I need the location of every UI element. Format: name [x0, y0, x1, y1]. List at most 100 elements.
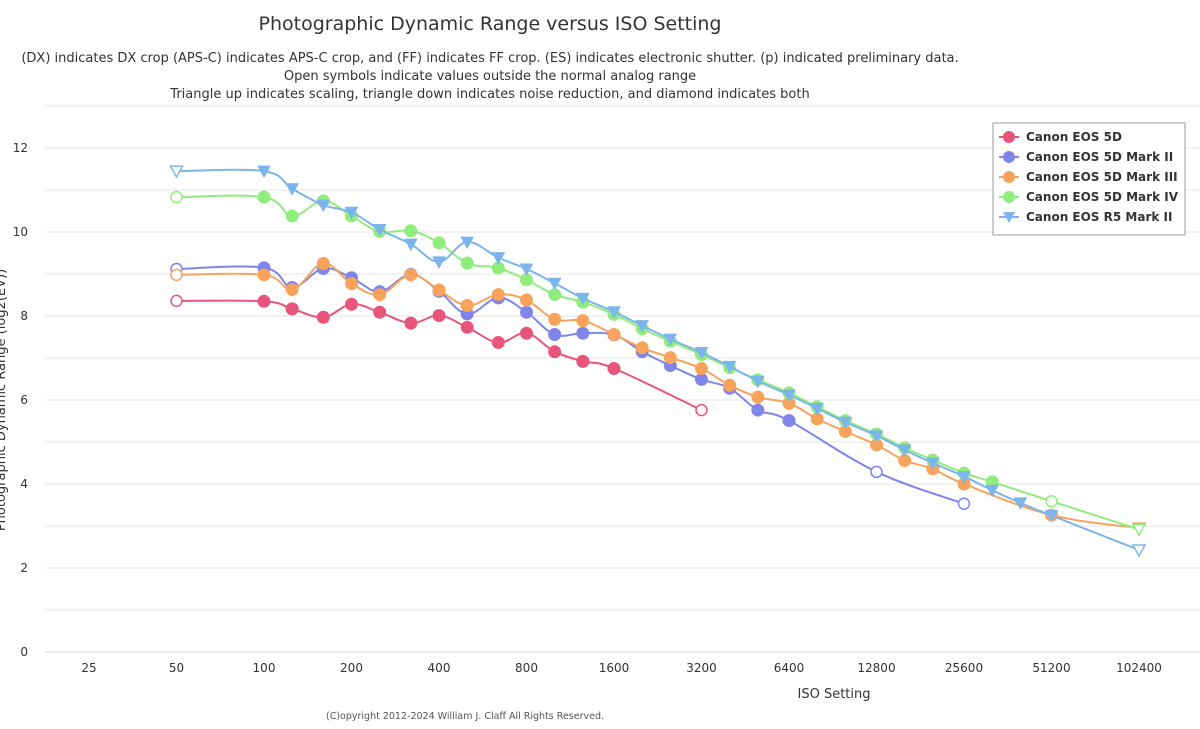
data-point [1045, 494, 1058, 508]
data-point [838, 416, 853, 430]
data-point [548, 327, 562, 341]
data-point [432, 283, 446, 297]
legend-box [992, 122, 1186, 236]
legend-marker [1003, 151, 1015, 163]
data-point [870, 465, 883, 479]
series-line [176, 168, 1140, 551]
x-tick-label: 1600 [599, 661, 630, 675]
data-point [695, 403, 708, 417]
data-point [460, 256, 474, 270]
data-point [925, 457, 940, 471]
data-point [432, 256, 446, 269]
data-point [782, 389, 796, 403]
legend-label: Canon EOS 5D Mark II [1026, 150, 1173, 164]
x-tick-label: 25 [81, 661, 96, 675]
y-tick-label: 6 [20, 393, 28, 407]
data-point [1131, 523, 1147, 537]
data-point [404, 316, 418, 330]
x-tick-label: 6400 [774, 661, 805, 675]
x-tick-label: 400 [428, 661, 451, 675]
y-tick-label: 2 [20, 561, 28, 575]
data-point [607, 327, 621, 341]
data-point [460, 320, 474, 334]
data-point [575, 292, 590, 306]
data-point [170, 190, 183, 204]
data-point [460, 236, 475, 250]
data-point [257, 294, 271, 308]
x-tick-label: 51200 [1032, 661, 1070, 675]
data-point [520, 293, 533, 307]
data-point [257, 268, 271, 282]
legend-label: Canon EOS 5D [1026, 130, 1122, 144]
data-point [404, 224, 418, 238]
legend-item[interactable]: Canon EOS 5D Mark III [999, 170, 1178, 184]
data-point [607, 306, 621, 319]
data-point [403, 238, 418, 252]
x-tick-label: 3200 [686, 661, 717, 675]
legend: Canon EOS 5D Canon EOS 5D Mark II Canon EO… [992, 122, 1186, 236]
data-point [285, 283, 299, 297]
legend-item[interactable]: Canon EOS R5 Mark II [999, 210, 1172, 224]
data-point [810, 402, 825, 416]
data-point [285, 302, 299, 316]
data-point [576, 326, 590, 340]
data-point [491, 252, 506, 265]
y-axis-title: Photographic Dynamic Range (log2(EV)) [0, 269, 9, 531]
legend-marker [1003, 212, 1015, 223]
data-point [869, 430, 884, 443]
data-point [170, 268, 183, 282]
data-point [722, 360, 737, 374]
data-point [576, 354, 590, 368]
data-point [344, 206, 359, 220]
x-tick-label: 200 [340, 661, 363, 675]
data-point [750, 375, 765, 389]
data-point [404, 268, 418, 282]
data-point [257, 165, 271, 179]
data-point [1131, 544, 1147, 558]
data-point [751, 390, 765, 404]
x-tick-label: 102400 [1116, 661, 1162, 675]
legend-marker [1003, 191, 1015, 203]
series-group [169, 165, 1147, 558]
data-point [548, 345, 562, 359]
y-tick-label: 0 [20, 645, 28, 659]
data-point [432, 309, 446, 323]
data-point [345, 277, 358, 291]
legend-item[interactable]: Canon EOS 5D Mark II [999, 150, 1173, 164]
data-point [170, 294, 183, 308]
data-point [548, 288, 562, 302]
data-point [373, 305, 387, 319]
data-point [897, 444, 912, 458]
x-tick-label: 100 [253, 661, 276, 675]
series-line [176, 265, 965, 505]
legend-marker [1003, 131, 1015, 143]
x-axis-title: ISO Setting [798, 687, 871, 702]
data-point [957, 497, 971, 510]
data-point [285, 209, 299, 223]
legend-item[interactable]: Canon EOS 5D [999, 130, 1122, 144]
legend-label: Canon EOS 5D Mark III [1026, 170, 1178, 184]
x-tick-label: 12800 [857, 661, 895, 675]
series-canon-eos-5d [170, 294, 708, 417]
data-point [694, 347, 709, 360]
legend-label: Canon EOS 5D Mark IV [1026, 190, 1179, 204]
data-point [519, 263, 534, 277]
y-tick-label: 10 [13, 225, 28, 239]
data-point [520, 305, 533, 319]
data-point [576, 314, 590, 328]
data-point [373, 288, 387, 302]
chart-subtitle-line-2: Open symbols indicate values outside the… [284, 69, 696, 84]
data-point [985, 484, 1000, 498]
legend-item[interactable]: Canon EOS 5D Mark IV [999, 190, 1179, 204]
data-point [751, 403, 765, 417]
data-point [548, 312, 562, 326]
data-point [316, 199, 331, 213]
series-canon-eos-5d-mark-iii [170, 257, 1147, 536]
data-point [607, 362, 621, 375]
data-point [695, 362, 708, 375]
data-point [257, 190, 271, 204]
data-point [547, 277, 562, 291]
data-point [635, 341, 649, 355]
chart-title: Photographic Dynamic Range versus ISO Se… [259, 13, 722, 35]
